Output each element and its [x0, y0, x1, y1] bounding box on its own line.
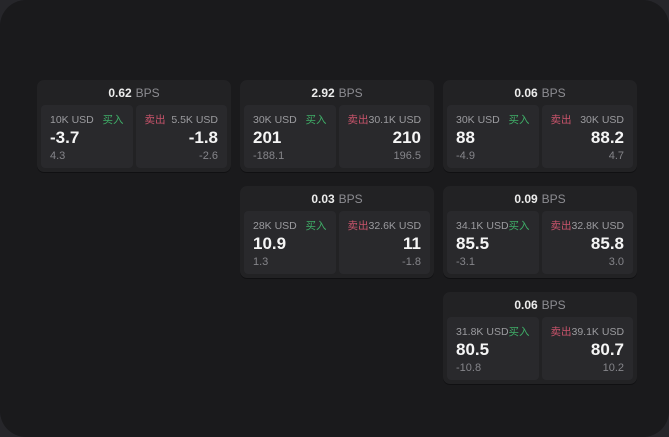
- buy-panel[interactable]: 30K USD 买入 201 -188.1: [244, 105, 336, 168]
- buy-panel[interactable]: 28K USD 买入 10.9 1.3: [244, 211, 336, 274]
- sell-panel[interactable]: 卖出 39.1K USD 80.7 10.2: [541, 317, 633, 380]
- buy-amount: 31.8K USD: [456, 325, 509, 338]
- buy-label: 买入: [508, 114, 530, 126]
- bps-value: 2.92: [311, 85, 335, 100]
- quote-card-1: 0.62 BPS 10K USD 买入 -3.7 4.3 卖出 5.5K USD: [37, 80, 231, 172]
- buy-amount: 10K USD: [50, 113, 94, 126]
- card-header: 0.06 BPS: [447, 292, 633, 317]
- quote-cards-grid: 0.62 BPS 10K USD 买入 -3.7 4.3 卖出 5.5K USD: [37, 80, 637, 384]
- bps-value: 0.62: [108, 85, 132, 100]
- sell-label: 卖出: [550, 326, 572, 338]
- buy-panel[interactable]: 34.1K USD 买入 85.5 -3.1: [447, 211, 539, 274]
- card-header: 0.06 BPS: [447, 80, 633, 105]
- sell-panel[interactable]: 卖出 32.6K USD 11 -1.8: [338, 211, 430, 274]
- sell-panel[interactable]: 卖出 30K USD 88.2 4.7: [541, 105, 633, 168]
- quote-panels: 31.8K USD 买入 80.5 -10.8 卖出 39.1K USD 80.…: [447, 317, 633, 380]
- buy-price: 88: [456, 128, 475, 148]
- sell-amount: 32.8K USD: [571, 219, 625, 232]
- card-header: 0.09 BPS: [447, 186, 633, 211]
- quote-card-2: 2.92 BPS 30K USD 买入 201 -188.1 卖出 30.1K …: [240, 80, 434, 172]
- bps-value: 0.06: [514, 85, 538, 100]
- sell-delta: 196.5: [393, 150, 421, 162]
- sell-label: 卖出: [347, 114, 369, 126]
- sell-label: 卖出: [550, 220, 572, 232]
- quote-panels: 28K USD 买入 10.9 1.3 卖出 32.6K USD 11 -1.8: [244, 211, 430, 274]
- sell-label: 卖出: [347, 220, 369, 232]
- card-header: 2.92 BPS: [244, 80, 430, 105]
- sell-delta: -2.6: [199, 150, 218, 162]
- buy-amount: 30K USD: [253, 113, 297, 126]
- buy-amount: 30K USD: [456, 113, 500, 126]
- buy-panel[interactable]: 31.8K USD 买入 80.5 -10.8: [447, 317, 539, 380]
- quote-card-6: 0.06 BPS 31.8K USD 买入 80.5 -10.8 卖出 39.1…: [443, 292, 637, 384]
- buy-delta: -3.1: [456, 256, 475, 268]
- buy-delta: -10.8: [456, 362, 482, 374]
- buy-label: 买入: [508, 220, 530, 232]
- quote-card-4: 0.03 BPS 28K USD 买入 10.9 1.3 卖出 32.6K US…: [240, 186, 434, 278]
- quote-panels: 30K USD 买入 88 -4.9 卖出 30K USD 88.2 4.7: [447, 105, 633, 168]
- card-header: 0.62 BPS: [41, 80, 227, 105]
- buy-label: 买入: [102, 114, 124, 126]
- bps-unit: BPS: [338, 191, 363, 206]
- sell-amount: 39.1K USD: [571, 325, 625, 338]
- buy-label: 买入: [305, 114, 327, 126]
- buy-label: 买入: [508, 326, 530, 338]
- buy-delta: -4.9: [456, 150, 475, 162]
- quote-panels: 10K USD 买入 -3.7 4.3 卖出 5.5K USD -1.8 -2.…: [41, 105, 227, 168]
- bps-unit: BPS: [541, 191, 566, 206]
- sell-delta: 3.0: [608, 256, 624, 268]
- quote-card-3: 0.06 BPS 30K USD 买入 88 -4.9 卖出 30K USD: [443, 80, 637, 172]
- bps-value: 0.09: [514, 191, 538, 206]
- bps-value: 0.06: [514, 297, 538, 312]
- sell-delta: -1.8: [402, 256, 421, 268]
- quote-card-5: 0.09 BPS 34.1K USD 买入 85.5 -3.1 卖出 32.8K…: [443, 186, 637, 278]
- bps-value: 0.03: [311, 191, 335, 206]
- buy-price: 10.9: [253, 234, 287, 254]
- sell-panel[interactable]: 卖出 5.5K USD -1.8 -2.6: [135, 105, 227, 168]
- buy-amount: 28K USD: [253, 219, 297, 232]
- sell-delta: 10.2: [602, 362, 624, 374]
- sell-amount: 32.6K USD: [368, 219, 422, 232]
- sell-amount: 5.5K USD: [171, 113, 218, 126]
- sell-price: 85.8: [590, 234, 624, 254]
- buy-delta: -188.1: [253, 150, 285, 162]
- sell-label: 卖出: [144, 114, 166, 126]
- buy-amount: 34.1K USD: [456, 219, 509, 232]
- bps-unit: BPS: [541, 297, 566, 312]
- bps-unit: BPS: [338, 85, 363, 100]
- sell-amount: 30K USD: [580, 113, 624, 126]
- sell-panel[interactable]: 卖出 30.1K USD 210 196.5: [338, 105, 430, 168]
- buy-price: -3.7: [50, 128, 80, 148]
- buy-delta: 1.3: [253, 256, 269, 268]
- buy-panel[interactable]: 30K USD 买入 88 -4.9: [447, 105, 539, 168]
- sell-delta: 4.7: [608, 150, 624, 162]
- sell-price: -1.8: [188, 128, 218, 148]
- sell-panel[interactable]: 卖出 32.8K USD 85.8 3.0: [541, 211, 633, 274]
- buy-delta: 4.3: [50, 150, 66, 162]
- buy-price: 201: [253, 128, 282, 148]
- sell-amount: 30.1K USD: [368, 113, 422, 126]
- bps-unit: BPS: [541, 85, 566, 100]
- card-header: 0.03 BPS: [244, 186, 430, 211]
- quote-panels: 30K USD 买入 201 -188.1 卖出 30.1K USD 210 1…: [244, 105, 430, 168]
- buy-price: 85.5: [456, 234, 490, 254]
- buy-panel[interactable]: 10K USD 买入 -3.7 4.3: [41, 105, 133, 168]
- sell-price: 210: [392, 128, 421, 148]
- sell-price: 80.7: [590, 340, 624, 360]
- buy-price: 80.5: [456, 340, 490, 360]
- buy-label: 买入: [305, 220, 327, 232]
- bps-unit: BPS: [135, 85, 160, 100]
- sell-price: 88.2: [590, 128, 624, 148]
- quote-panels: 34.1K USD 买入 85.5 -3.1 卖出 32.8K USD 85.8…: [447, 211, 633, 274]
- sell-price: 11: [403, 234, 421, 254]
- sell-label: 卖出: [550, 114, 572, 126]
